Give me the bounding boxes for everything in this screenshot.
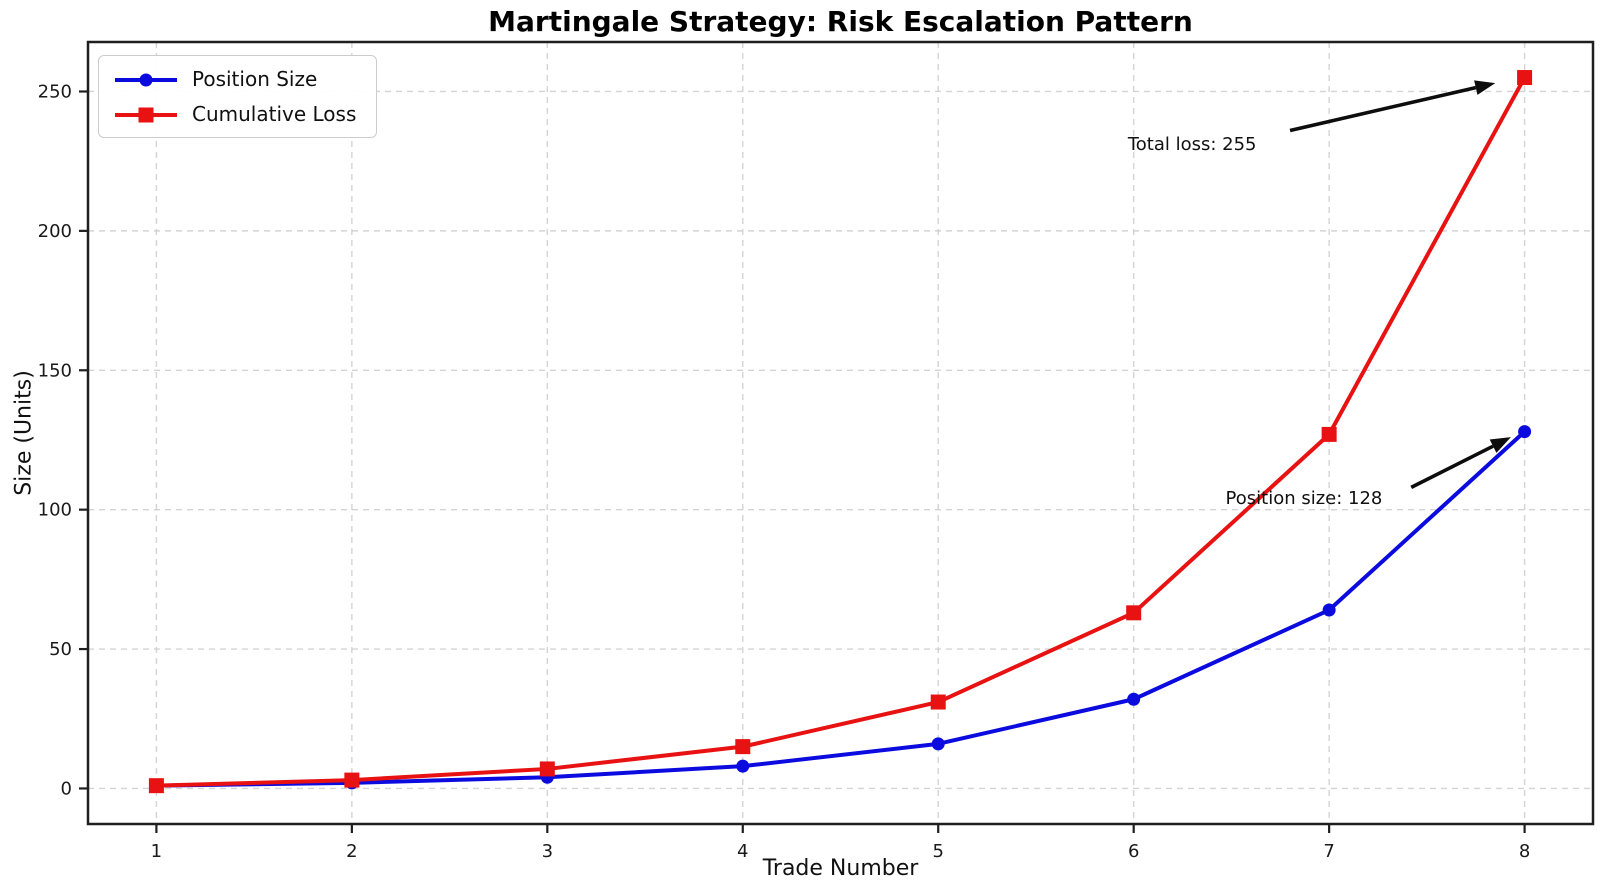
- y-tick-label: 100: [38, 500, 72, 521]
- marker-position-size: [1127, 692, 1141, 706]
- marker-position-size: [1518, 425, 1532, 439]
- marker-position-size: [1322, 603, 1336, 617]
- axes-spines: [86, 40, 1595, 826]
- marker-position-size: [736, 759, 750, 773]
- x-tick-label: 2: [346, 841, 357, 862]
- x-tick-label: 8: [1519, 841, 1530, 862]
- x-tick-label: 3: [542, 841, 553, 862]
- y-tick-label: 150: [38, 360, 72, 381]
- marker-cumulative-loss: [148, 778, 164, 794]
- marker-cumulative-loss: [539, 761, 555, 777]
- y-tick-label: 50: [49, 639, 72, 660]
- legend-sample-marker: [138, 107, 154, 123]
- legend-sample-svg: [115, 73, 177, 87]
- position-size-line-sample-icon: [113, 70, 179, 88]
- x-axis-label: Trade Number: [762, 856, 919, 881]
- x-tick-label: 7: [1323, 841, 1334, 862]
- marker-cumulative-loss: [1321, 426, 1337, 442]
- annotation-arrow-line: [1289, 85, 1477, 133]
- marker-cumulative-loss: [344, 772, 360, 788]
- series-line-position-size: [154, 429, 1527, 788]
- chart-title: Martingale Strategy: Risk Escalation Pat…: [488, 5, 1193, 38]
- legend-item-position-size: Position Size: [113, 67, 356, 91]
- legend-sample-svg: [115, 107, 177, 123]
- annotation-position-size: Position size: 128: [1225, 488, 1383, 510]
- legend-item-cumulative-loss: Cumulative Loss: [113, 102, 356, 126]
- marker-cumulative-loss: [1126, 605, 1142, 621]
- legend: Position Size Cumulative Loss: [98, 55, 378, 138]
- marker-position-size: [931, 737, 945, 751]
- legend-label-cumulative-loss: Cumulative Loss: [192, 102, 357, 126]
- marker-cumulative-loss: [735, 739, 751, 755]
- annotation-total-loss: Total loss: 255: [1127, 134, 1257, 156]
- y-axis-label: Size (Units): [11, 370, 37, 496]
- y-tick-label: 200: [38, 221, 72, 242]
- y-tick-label: 0: [61, 778, 72, 799]
- annotation-arrowhead-icon: [1474, 80, 1496, 95]
- x-tick-label: 6: [1128, 841, 1139, 862]
- legend-label-position-size: Position Size: [192, 67, 318, 91]
- annotation-arrow-line: [1410, 444, 1494, 489]
- series-line-cumulative-loss: [154, 75, 1527, 788]
- marker-cumulative-loss: [1517, 70, 1533, 86]
- annotation-arrowhead-icon: [1489, 437, 1511, 453]
- y-tick-label: 250: [38, 81, 72, 102]
- legend-sample-marker: [139, 73, 153, 87]
- x-tick-label: 1: [151, 841, 162, 862]
- x-tick-label: 4: [737, 841, 748, 862]
- marker-cumulative-loss: [930, 694, 946, 710]
- x-tick-label: 5: [933, 841, 944, 862]
- cumulative-loss-line-sample-icon: [113, 105, 179, 123]
